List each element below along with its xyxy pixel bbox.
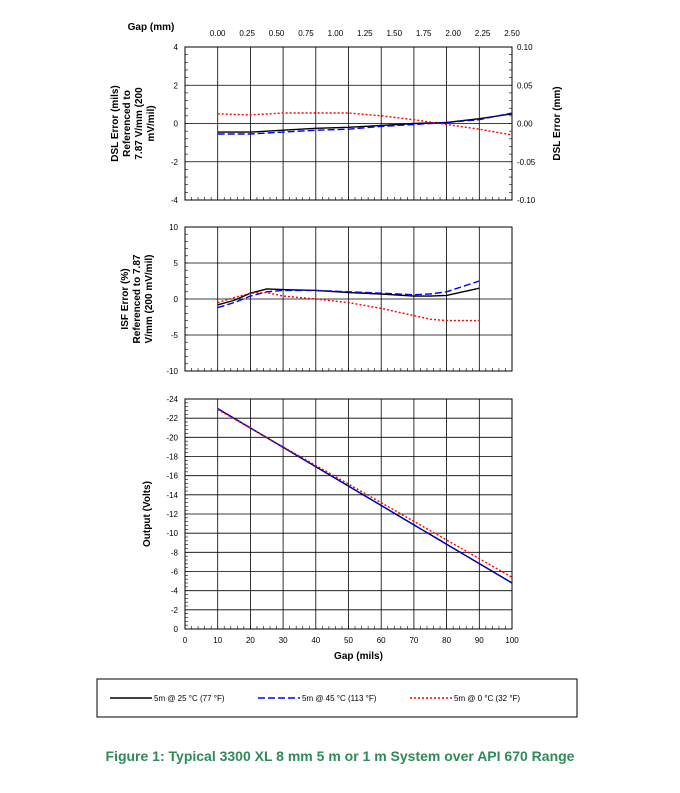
output-series-line-2 — [217, 408, 513, 578]
output-ytick-label: -22 — [166, 414, 178, 423]
top-axis-tick-label: 2.25 — [475, 29, 491, 38]
dsl-ytick-label: 4 — [174, 43, 179, 52]
output-ytick-label: -8 — [171, 548, 179, 557]
dsl-yaxis-label-line: 7.87 V/mm (200 — [134, 87, 145, 160]
output-xtick-label: 90 — [475, 636, 484, 645]
output-ytick-label: 0 — [174, 625, 179, 634]
dsl-ytick-label: 2 — [174, 81, 179, 90]
top-axis-tick-label: 0.00 — [210, 29, 226, 38]
isf-ytick-label: -5 — [171, 331, 179, 340]
dsl-ytick-label: -2 — [171, 158, 179, 167]
legend-box — [96, 678, 578, 718]
output-ytick-label: -16 — [166, 472, 178, 481]
isf-yaxis-label-line: V/mm (200 mV/mil) — [144, 255, 155, 344]
top-axis-tick-label: 2.00 — [445, 29, 461, 38]
dsl-y2tick-label: 0.05 — [517, 81, 533, 90]
output-ytick-label: -6 — [171, 568, 179, 577]
dsl-series-line-1 — [217, 112, 513, 135]
dsl-series-line-0 — [217, 113, 513, 133]
output-xtick-label: 80 — [442, 636, 451, 645]
output-ytick-label: -24 — [166, 395, 178, 404]
dsl-y2tick-label: 0.00 — [517, 120, 533, 129]
legend-label-0: 5m @ 25 °C (77 °F) — [154, 694, 225, 703]
isf-ytick-label: 5 — [174, 259, 179, 268]
isf-ytick-label: -10 — [166, 367, 178, 376]
dsl-yaxis-label-line: DSL Error (mils) — [110, 85, 121, 162]
top-axis-label: Gap (mm) — [128, 22, 175, 33]
output-ytick-label: -12 — [166, 510, 178, 519]
top-axis-tick-label: 1.00 — [328, 29, 344, 38]
dsl-ytick-label: -4 — [171, 196, 179, 205]
isf-ytick-label: 0 — [174, 295, 179, 304]
dsl-yaxis-label-line: mV/mil) — [146, 105, 157, 141]
output-xtick-label: 0 — [183, 636, 188, 645]
isf-series-line-0 — [217, 287, 480, 306]
output-yaxis-label: Output (Volts) — [142, 481, 153, 547]
top-axis-tick-label: 1.25 — [357, 29, 373, 38]
dsl-ytick-label: 0 — [174, 120, 179, 129]
dsl-y2tick-label: -0.05 — [517, 158, 536, 167]
dsl-series-line-2 — [217, 112, 513, 136]
isf-yaxis-label-line: ISF Error (%) — [120, 268, 131, 329]
output-ytick-label: -4 — [171, 587, 179, 596]
output-xtick-label: 40 — [311, 636, 320, 645]
output-ytick-label: -20 — [166, 433, 178, 442]
output-xtick-label: 100 — [505, 636, 519, 645]
isf-ytick-label: 10 — [169, 223, 178, 232]
output-ytick-label: -2 — [171, 606, 179, 615]
isf-series-line-1 — [217, 280, 480, 309]
output-ytick-label: -18 — [166, 453, 178, 462]
dsl-y2tick-label: -0.10 — [517, 196, 536, 205]
dsl-y2axis-label: DSL Error (mm) — [552, 86, 563, 160]
output-xtick-label: 60 — [377, 636, 386, 645]
output-series-line-1 — [217, 407, 513, 584]
top-axis-tick-label: 1.50 — [386, 29, 402, 38]
output-xtick-label: 50 — [344, 636, 353, 645]
output-ytick-label: -14 — [166, 491, 178, 500]
isf-yaxis-label-line: Referenced to 7.87 — [132, 254, 143, 343]
output-xtick-label: 20 — [246, 636, 255, 645]
legend-label-1: 5m @ 45 °C (113 °F) — [302, 694, 377, 703]
output-xtick-label: 70 — [409, 636, 418, 645]
top-axis-tick-label: 0.50 — [269, 29, 285, 38]
output-ytick-label: -10 — [166, 529, 178, 538]
isf-series-line-2 — [217, 291, 480, 322]
output-xaxis-label: Gap (mils) — [334, 651, 383, 662]
output-xtick-label: 10 — [213, 636, 222, 645]
figure-caption: Figure 1: Typical 3300 XL 8 mm 5 m or 1 … — [105, 748, 575, 764]
legend-label-2: 5m @ 0 °C (32 °F) — [454, 694, 520, 703]
top-axis-tick-label: 1.75 — [416, 29, 432, 38]
dsl-yaxis-label-line: Referenced to — [122, 90, 133, 157]
dsl-y2tick-label: 0.10 — [517, 43, 533, 52]
top-axis-tick-label: 2.50 — [504, 29, 520, 38]
top-axis-tick-label: 0.75 — [298, 29, 314, 38]
output-xtick-label: 30 — [279, 636, 288, 645]
top-axis-tick-label: 0.25 — [239, 29, 255, 38]
